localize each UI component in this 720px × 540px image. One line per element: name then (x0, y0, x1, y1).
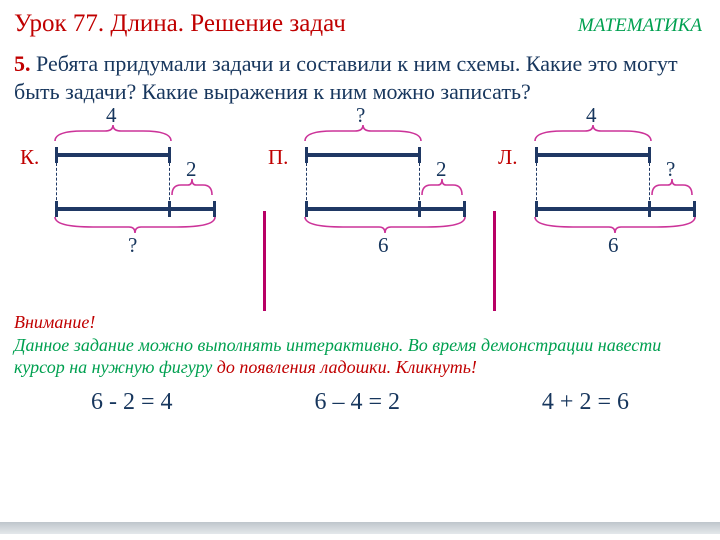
bar-top (305, 153, 420, 157)
brace-bottom-icon (533, 215, 697, 233)
subject-label: МАТЕМАТИКА (578, 15, 702, 37)
tick (55, 147, 58, 163)
label-small-k: 2 (186, 157, 197, 182)
attention-block: Внимание! Данное задание можно выполнять… (0, 311, 720, 379)
tick (305, 147, 308, 163)
diagram-l[interactable]: Л. 4 ? 6 (500, 111, 720, 291)
diagram-k[interactable]: К. 4 2 ? (20, 111, 240, 291)
answer-2[interactable]: 6 – 4 = 2 (314, 389, 400, 416)
task-text: 5. Ребята придумали задачи и составили к… (0, 42, 720, 105)
tick (535, 147, 538, 163)
diagram-letter-p: П. (268, 145, 288, 170)
label-bottom-k: ? (128, 233, 137, 258)
bar-top (535, 153, 650, 157)
task-number: 5. (14, 51, 31, 76)
brace-bottom-icon (303, 215, 467, 233)
label-bottom-l: 6 (608, 233, 619, 258)
answers-row: 6 - 2 = 4 6 – 4 = 2 4 + 2 = 6 (0, 379, 720, 416)
label-top-l: 4 (586, 103, 597, 128)
bar-top (55, 153, 170, 157)
brace-bottom-icon (53, 215, 217, 233)
tick (168, 147, 171, 163)
header: Урок 77. Длина. Решение задач МАТЕМАТИКА (0, 0, 720, 42)
label-top-k: 4 (106, 103, 117, 128)
attention-text-b: до появления ладошки. Кликнуть! (217, 357, 477, 377)
label-small-l: ? (666, 157, 675, 182)
label-bottom-p: 6 (378, 233, 389, 258)
label-top-p: ? (356, 103, 365, 128)
lesson-title: Урок 77. Длина. Решение задач (14, 10, 346, 38)
attention-title: Внимание! (14, 311, 706, 334)
dashed-line (306, 163, 307, 205)
task-body: Ребята придумали задачи и составили к ни… (14, 51, 678, 104)
diagram-letter-l: Л. (498, 145, 518, 170)
label-small-p: 2 (436, 157, 447, 182)
diagram-letter-k: К. (20, 145, 39, 170)
dashed-line (56, 163, 57, 205)
footer-bar (0, 522, 720, 534)
bar-bottom (55, 207, 215, 211)
dashed-line (536, 163, 537, 205)
separator-line (263, 211, 266, 311)
tick (648, 147, 651, 163)
bar-bottom (305, 207, 465, 211)
answer-3[interactable]: 4 + 2 = 6 (542, 389, 629, 416)
bar-bottom (535, 207, 695, 211)
separator-line (493, 211, 496, 311)
diagrams-area: К. 4 2 ? П. ? (0, 111, 720, 311)
tick (418, 147, 421, 163)
diagram-p[interactable]: П. ? 2 6 (270, 111, 490, 291)
answer-1[interactable]: 6 - 2 = 4 (91, 389, 173, 416)
